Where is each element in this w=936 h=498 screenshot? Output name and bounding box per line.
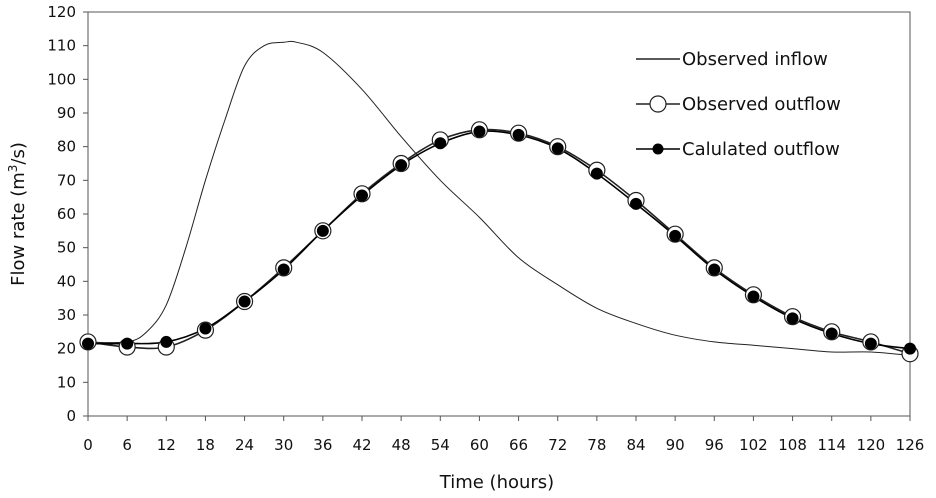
data-point-calulated-outflow: [199, 322, 212, 335]
data-point-calulated-outflow: [904, 342, 916, 355]
data-point-calulated-outflow: [395, 159, 408, 172]
x-tick-label: 90: [666, 436, 685, 454]
x-tick-label: 6: [122, 436, 132, 454]
plot-area-frame: [87, 11, 911, 417]
y-axis-title-end: /s): [8, 142, 29, 164]
x-tick-label: 12: [157, 436, 176, 454]
y-tick-label: 110: [47, 37, 76, 55]
data-point-calulated-outflow: [473, 125, 486, 138]
y-axis-ticks: 0 10 20 30 40 50 60 70 80 90 100 110 120: [47, 3, 88, 425]
x-tick-label: 96: [705, 436, 724, 454]
x-tick-label: 84: [626, 436, 645, 454]
y-tick-label: 50: [57, 239, 76, 257]
data-point-calulated-outflow: [551, 142, 564, 155]
series-line-calulated-outflow: [87, 130, 911, 350]
y-axis-title-superscript: 3: [6, 165, 20, 173]
legend-marker-calulated-outflow: [652, 143, 664, 155]
data-point-calulated-outflow: [238, 295, 251, 308]
y-axis-title: Flow rate (m3/s): [6, 142, 29, 286]
x-tick-label: 72: [548, 436, 567, 454]
data-point-calulated-outflow: [708, 263, 721, 276]
x-tick-label: 42: [352, 436, 371, 454]
data-point-calulated-outflow: [786, 312, 799, 325]
data-point-calulated-outflow: [669, 229, 682, 242]
x-tick-label: 48: [392, 436, 411, 454]
x-tick-label: 24: [235, 436, 254, 454]
y-tick-label: 70: [57, 171, 76, 189]
x-tick-label: 66: [509, 436, 528, 454]
legend-label-observed-outflow: Observed outflow: [682, 94, 841, 115]
data-point-calulated-outflow: [121, 337, 134, 350]
x-tick-label: 126: [896, 436, 925, 454]
data-point-calulated-outflow: [864, 337, 877, 350]
y-tick-label: 10: [57, 373, 76, 391]
x-tick-label: 30: [274, 436, 293, 454]
data-point-calulated-outflow: [512, 128, 525, 141]
legend-label-calulated-outflow: Calulated outflow: [682, 139, 840, 160]
data-point-calulated-outflow: [356, 189, 368, 202]
x-tick-label: 0: [83, 436, 93, 454]
data-point-calulated-outflow: [316, 224, 329, 237]
legend: Observed inflow Observed outflow Calulated…: [636, 49, 841, 160]
y-axis-title-main: Flow rate (m: [8, 172, 29, 286]
x-tick-label: 114: [817, 436, 846, 454]
x-tick-label: 18: [196, 436, 215, 454]
legend-marker-observed-outflow: [649, 95, 667, 113]
x-tick-label: 102: [739, 436, 768, 454]
y-tick-label: 20: [57, 340, 76, 358]
x-axis-title: Time (hours): [439, 472, 554, 493]
series-line-observed-inflow: [87, 40, 911, 356]
y-tick-label: 120: [47, 3, 76, 21]
data-point-calulated-outflow: [82, 337, 94, 350]
y-tick-label: 90: [57, 104, 76, 122]
legend-label-observed-inflow: Observed inflow: [682, 49, 828, 70]
x-tick-label: 36: [313, 436, 332, 454]
y-tick-label: 100: [47, 70, 76, 88]
x-tick-label: 108: [778, 436, 807, 454]
data-point-calulated-outflow: [825, 327, 838, 340]
x-tick-label: 54: [431, 436, 450, 454]
data-point-calulated-outflow: [590, 167, 603, 180]
y-tick-label: 40: [57, 272, 76, 290]
series-layer: [79, 40, 919, 363]
data-point-calulated-outflow: [630, 197, 642, 210]
data-point-calulated-outflow: [160, 335, 173, 348]
x-axis-ticks: 0 6 12 18 24 30 36 42 48 54 60 66 72 78 84 90 96 102 108 11…: [83, 416, 924, 454]
x-tick-label: 78: [587, 436, 606, 454]
x-tick-label: 60: [470, 436, 489, 454]
y-tick-label: 60: [57, 205, 76, 223]
data-point-calulated-outflow: [434, 137, 447, 150]
x-tick-label: 120: [857, 436, 886, 454]
data-point-calulated-outflow: [747, 290, 760, 303]
y-tick-label: 30: [57, 306, 76, 324]
data-point-calulated-outflow: [277, 263, 290, 276]
y-tick-label: 0: [66, 407, 76, 425]
y-tick-label: 80: [57, 138, 76, 156]
